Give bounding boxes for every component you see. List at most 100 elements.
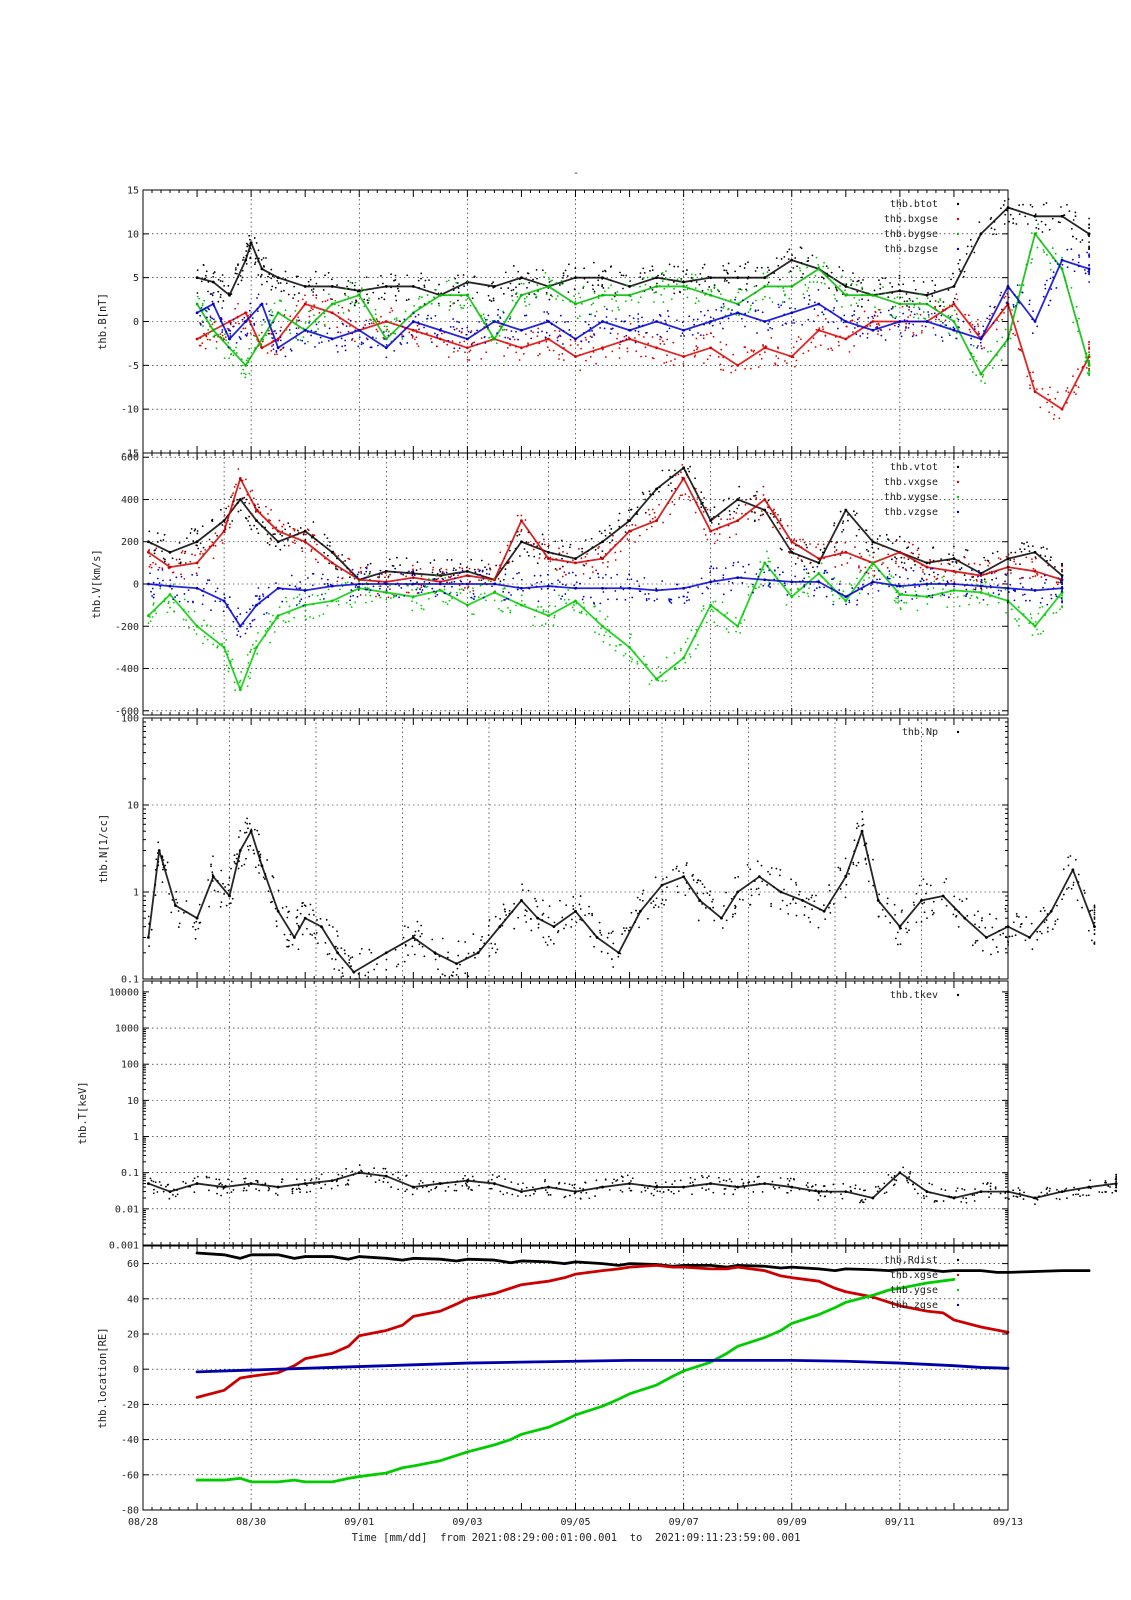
scatter-dot [503,587,506,590]
scatter-dot [389,584,391,587]
scatter-dot [738,304,740,306]
scatter-dot [546,311,549,313]
scatter-dot [794,307,797,310]
data-point [493,591,496,594]
scatter-dot [898,600,900,602]
scatter-dot [416,561,419,563]
scatter-dot [299,581,302,583]
scatter-dot [590,313,593,316]
scatter-dot [248,372,251,375]
scatter-dot [349,325,351,327]
scatter-dot [237,630,240,633]
scatter-dot [648,513,651,516]
scatter-dot [585,613,588,616]
data-point [817,557,821,561]
scatter-dot [905,327,907,329]
data-point [330,584,334,588]
scatter-dot [833,546,836,548]
scatter-dot [747,261,749,264]
scatter-dot [399,320,402,323]
scatter-dot [832,600,835,603]
scatter-dot [962,275,965,278]
scatter-dot [611,309,614,312]
scatter-dot [999,558,1002,561]
scatter-dot [630,660,633,663]
scatter-dot [685,284,688,287]
scatter-dot [436,336,438,339]
scatter-dot [904,329,907,332]
scatter-dot [1046,559,1048,562]
scatter-dot [149,620,152,623]
scatter-dot [1077,386,1080,389]
scatter-dot [471,297,474,300]
scatter-dot [450,575,453,577]
scatter-dot [560,282,562,285]
scatter-dot [394,274,397,277]
scatter-dot [246,332,249,335]
scatter-dot [614,544,617,546]
scatter-dot [864,566,867,569]
scatter-dot [602,270,604,273]
scatter-dot [859,569,862,572]
scatter-dot [844,541,847,544]
scatter-dot [655,282,658,285]
data-point [682,280,686,284]
scatter-dot [698,283,701,286]
scatter-dot [670,489,673,492]
scatter-dot [694,354,697,357]
scatter-dot [990,572,993,575]
scatter-dot [248,309,251,312]
scatter-dot [619,271,621,274]
scatter-dot [438,304,441,307]
scatter-dot [840,317,842,319]
scatter-dot [434,314,437,317]
scatter-dot [392,565,395,567]
scatter-dot [193,610,196,613]
scatter-dot [559,568,561,570]
scatter-dot [710,289,713,291]
scatter-dot [506,544,509,547]
scatter-dot [1084,356,1087,359]
data-point [222,519,226,523]
scatter-dot [561,282,564,285]
data-point [898,593,902,596]
scatter-dot [1029,577,1031,579]
scatter-dot [559,314,562,317]
scatter-dot [444,592,447,595]
scatter-dot [995,233,998,236]
scatter-dot [284,270,287,273]
scatter-dot [300,598,303,601]
scatter-dot [275,526,278,529]
data-point [411,572,415,575]
scatter-dot [927,313,930,316]
scatter-dot [609,266,612,268]
scatter-dot [702,605,705,607]
scatter-dot [833,576,836,579]
scatter-dot [364,588,367,591]
scatter-dot [311,584,314,587]
scatter-dot [490,300,493,303]
scatter-dot [416,587,419,589]
scatter-dot [267,520,270,523]
scatter-dot [727,317,730,320]
scatter-dot [245,250,248,252]
scatter-dot [1000,308,1003,311]
scatter-dot [487,294,490,297]
data-point [736,498,740,501]
scatter-dot [431,571,434,574]
scatter-dot [1074,215,1077,218]
scatter-dot [324,316,326,318]
scatter-dot [879,283,882,286]
scatter-dot [652,319,655,321]
scatter-dot [1027,545,1030,548]
scatter-dot [585,562,588,565]
scatter-dot [1088,341,1090,344]
scatter-dot [323,598,325,600]
scatter-dot [171,571,174,574]
scatter-dot [1009,337,1012,340]
scatter-dot [823,551,826,554]
data-point [411,576,415,580]
scatter-dot [865,541,868,544]
scatter-dot [717,355,720,358]
scatter-dot [409,579,412,582]
